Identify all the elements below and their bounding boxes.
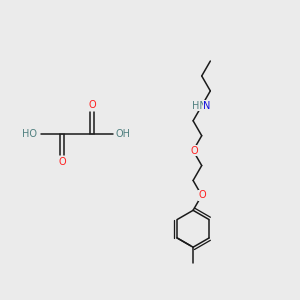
Text: O: O <box>190 146 198 156</box>
Text: OH: OH <box>116 129 131 139</box>
Text: O: O <box>88 100 96 110</box>
Text: O: O <box>199 190 206 200</box>
Text: HO: HO <box>22 129 37 139</box>
Text: HN: HN <box>192 101 207 111</box>
Text: O: O <box>58 157 66 167</box>
Text: N: N <box>203 101 211 111</box>
